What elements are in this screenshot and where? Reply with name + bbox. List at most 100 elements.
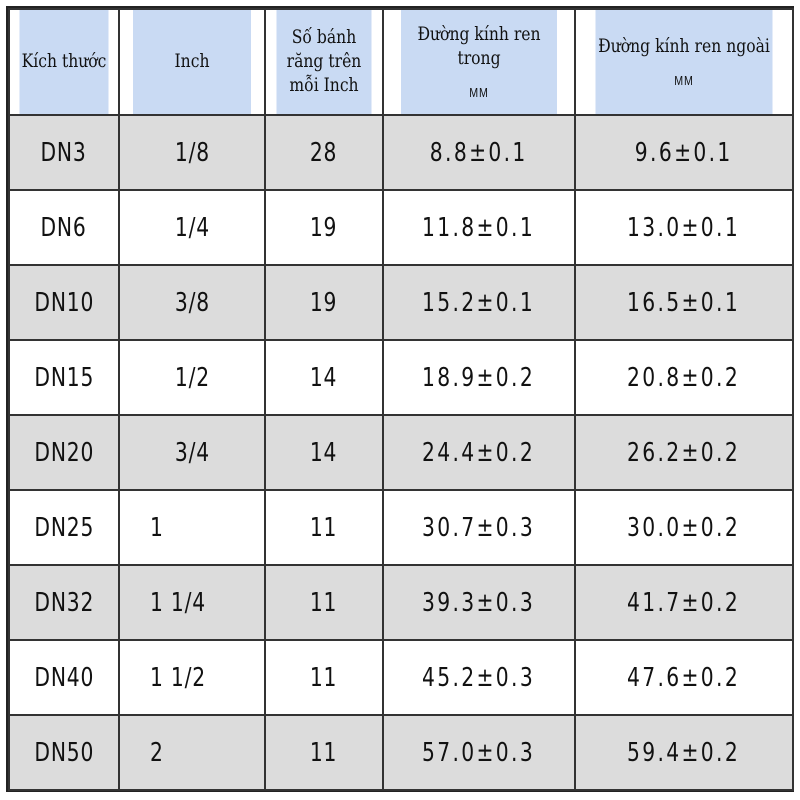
cell-threads: 11 (265, 640, 383, 715)
cell-inner-diameter: 8.8±0.1 (383, 115, 575, 190)
cell-inner-diameter-text: 8.8±0.1 (430, 138, 528, 168)
cell-size-text: DN50 (34, 738, 94, 768)
cell-inner-diameter: 24.4±0.2 (383, 415, 575, 490)
table-row: DN32 1 1/4 11 39.3±0.3 41.7±0.2 (9, 565, 793, 640)
cell-outer-diameter: 30.0±0.2 (575, 490, 793, 565)
cell-size: DN40 (9, 640, 119, 715)
cell-outer-diameter-text: 16.5±0.1 (627, 288, 740, 318)
cell-inner-diameter: 45.2±0.3 (383, 640, 575, 715)
cell-inner-diameter: 57.0±0.3 (383, 715, 575, 790)
cell-inch-text: 1/8 (175, 138, 210, 168)
cell-size-text: DN20 (34, 438, 94, 468)
header-inch: Inch (132, 9, 252, 115)
table-row: DN50 2 11 57.0±0.3 59.4±0.2 (9, 715, 793, 790)
table-row: DN3 1/8 28 8.8±0.1 9.6±0.1 (9, 115, 793, 190)
cell-inch: 2 (119, 715, 265, 790)
cell-outer-diameter: 16.5±0.1 (575, 265, 793, 340)
cell-outer-diameter: 41.7±0.2 (575, 565, 793, 640)
cell-inch: 1 1/2 (119, 640, 265, 715)
cell-size: DN32 (9, 565, 119, 640)
cell-outer-diameter: 59.4±0.2 (575, 715, 793, 790)
cell-outer-diameter-text: 30.0±0.2 (627, 513, 740, 543)
cell-inner-diameter: 15.2±0.1 (383, 265, 575, 340)
cell-size: DN25 (9, 490, 119, 565)
cell-inner-diameter-text: 24.4±0.2 (422, 438, 535, 468)
cell-inner-diameter-text: 15.2±0.1 (422, 288, 535, 318)
cell-inner-diameter-text: 18.9±0.2 (422, 363, 535, 393)
header-row: Kích thước Inch Số bánh răng trên mỗi In… (9, 9, 793, 115)
cell-outer-diameter: 13.0±0.1 (575, 190, 793, 265)
table-row: DN25 1 11 30.7±0.3 30.0±0.2 (9, 490, 793, 565)
cell-inner-diameter-text: 39.3±0.3 (422, 588, 535, 618)
cell-inch: 1 1/4 (119, 565, 265, 640)
cell-inch-text: 1 (150, 513, 164, 543)
table-row: DN20 3/4 14 24.4±0.2 26.2±0.2 (9, 415, 793, 490)
cell-outer-diameter: 47.6±0.2 (575, 640, 793, 715)
thread-size-table-container: Kích thước Inch Số bánh răng trên mỗi In… (6, 6, 794, 792)
cell-inch: 1/8 (119, 115, 265, 190)
cell-threads: 11 (265, 490, 383, 565)
header-threads-label: Số bánh răng trên mỗi Inch (287, 26, 362, 96)
header-outer-unit: MM (595, 73, 772, 89)
cell-outer-diameter: 26.2±0.2 (575, 415, 793, 490)
cell-inner-diameter-text: 30.7±0.3 (422, 513, 535, 543)
cell-threads-text: 28 (310, 138, 337, 168)
cell-outer-diameter-text: 9.6±0.1 (635, 138, 733, 168)
cell-threads: 11 (265, 565, 383, 640)
cell-threads-text: 14 (310, 438, 337, 468)
cell-outer-diameter-text: 13.0±0.1 (627, 213, 740, 243)
cell-outer-diameter-text: 47.6±0.2 (627, 663, 740, 693)
cell-inner-diameter-text: 45.2±0.3 (422, 663, 535, 693)
cell-threads: 19 (265, 190, 383, 265)
table-body: DN3 1/8 28 8.8±0.1 9.6±0.1 DN6 1/4 19 11.8±0.1 13… (9, 115, 793, 790)
header-size: Kích thước (19, 9, 109, 115)
cell-outer-diameter: 9.6±0.1 (575, 115, 793, 190)
table-row: DN10 3/8 19 15.2±0.1 16.5±0.1 (9, 265, 793, 340)
cell-inch: 3/4 (119, 415, 265, 490)
header-inner-label: Đường kính ren trong (417, 23, 540, 69)
cell-size: DN6 (9, 190, 119, 265)
cell-size: DN15 (9, 340, 119, 415)
cell-threads-text: 11 (310, 588, 337, 618)
cell-inch-text: 3/8 (175, 288, 210, 318)
cell-threads-text: 11 (310, 663, 337, 693)
cell-inner-diameter: 39.3±0.3 (383, 565, 575, 640)
cell-size-text: DN6 (41, 213, 87, 243)
header-threads: Số bánh răng trên mỗi Inch (276, 9, 373, 115)
cell-size: DN10 (9, 265, 119, 340)
cell-outer-diameter-text: 20.8±0.2 (627, 363, 740, 393)
table-row: DN6 1/4 19 11.8±0.1 13.0±0.1 (9, 190, 793, 265)
cell-threads-text: 19 (310, 213, 337, 243)
cell-size-text: DN3 (41, 138, 87, 168)
cell-inner-diameter-text: 57.0±0.3 (422, 738, 535, 768)
table-header: Kích thước Inch Số bánh răng trên mỗi In… (9, 9, 793, 115)
cell-threads-text: 19 (310, 288, 337, 318)
cell-inch: 1/2 (119, 340, 265, 415)
table-row: DN40 1 1/2 11 45.2±0.3 47.6±0.2 (9, 640, 793, 715)
header-inner-unit: MM (401, 85, 557, 101)
cell-size-text: DN10 (34, 288, 94, 318)
header-outer-diameter: Đường kính ren ngoài MM (595, 9, 774, 115)
cell-inner-diameter-text: 11.8±0.1 (422, 213, 535, 243)
cell-outer-diameter-text: 26.2±0.2 (627, 438, 740, 468)
cell-threads: 11 (265, 715, 383, 790)
thread-size-table: Kích thước Inch Số bánh răng trên mỗi In… (8, 8, 794, 791)
cell-inner-diameter: 30.7±0.3 (383, 490, 575, 565)
cell-size-text: DN32 (34, 588, 94, 618)
cell-inch: 3/8 (119, 265, 265, 340)
header-inner-diameter: Đường kính ren trong MM (400, 9, 557, 115)
cell-outer-diameter: 20.8±0.2 (575, 340, 793, 415)
cell-outer-diameter-text: 41.7±0.2 (627, 588, 740, 618)
cell-threads: 14 (265, 415, 383, 490)
cell-inch-text: 2 (150, 738, 164, 768)
cell-threads-text: 14 (310, 363, 337, 393)
cell-inch-text: 1/4 (175, 213, 210, 243)
cell-size: DN20 (9, 415, 119, 490)
header-size-label: Kích thước (22, 50, 107, 72)
cell-inch: 1 (119, 490, 265, 565)
cell-size-text: DN40 (34, 663, 94, 693)
cell-threads: 28 (265, 115, 383, 190)
cell-inch-text: 3/4 (175, 438, 210, 468)
cell-size-text: DN25 (34, 513, 94, 543)
cell-threads: 14 (265, 340, 383, 415)
